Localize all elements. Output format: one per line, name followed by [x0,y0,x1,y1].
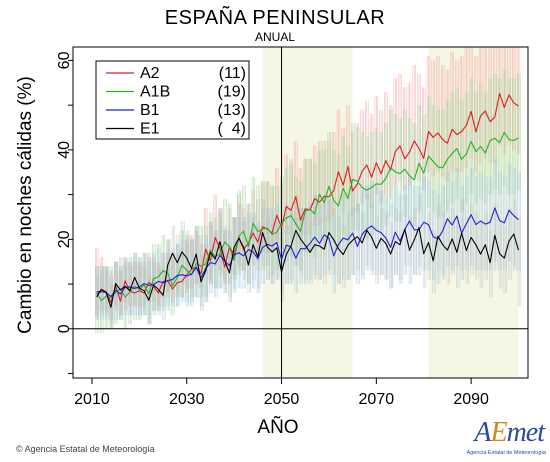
copyright-icon: © [16,444,23,454]
reference-lines [73,47,528,378]
legend-label-A2: A2 [140,65,160,82]
y-tick-label: 40 [56,141,73,159]
legend-label-B1: B1 [140,102,160,119]
x-tick-label: 2030 [169,391,205,408]
logo-wordmark: AEmet [474,417,545,448]
legend-count-E1: ( 4) [218,121,246,138]
x-tick-label: 2090 [453,391,489,408]
legend-count-A1B: (19) [218,84,246,101]
y-tick-label: 20 [56,230,73,248]
x-tick-label: 2050 [264,391,300,408]
plot-frame [72,46,529,379]
model-spread-bands [94,47,522,334]
legend-label-E1: E1 [140,121,160,138]
legend: A2 (11) A1B (19) B1 (13) E1 ( 4) [95,60,250,140]
series-line-B1 [96,207,519,298]
series-lines [96,92,520,308]
x-tick-label: 2010 [74,391,110,408]
legend-count-B1: (13) [218,102,246,119]
chart-subtitle: ANUAL [254,30,295,44]
band-E1 [95,194,522,329]
axes: 2010 2030 2050 2070 2090 0 20 40 60 [56,51,489,408]
x-tick-label: 2070 [359,391,395,408]
footer-credit-text: Agencia Estatal de Meteorología [24,444,155,454]
legend-label-A1B: A1B [140,84,170,101]
y-tick-label: 60 [56,51,73,69]
series-line-E1 [96,227,520,308]
x-axis-label: AÑO [257,417,299,438]
aemet-logo: AEmet Agencia Estatal de Meteorología [466,417,547,457]
y-tick-label: 0 [56,324,73,333]
legend-box [95,60,250,140]
footer-credit: © Agencia Estatal de Meteorología [16,444,155,454]
legend-count-A2: (11) [219,65,246,82]
chart-title: ESPAÑA PENINSULAR [164,7,386,29]
logo-subtitle: Agencia Estatal de Meteorología [466,450,547,456]
